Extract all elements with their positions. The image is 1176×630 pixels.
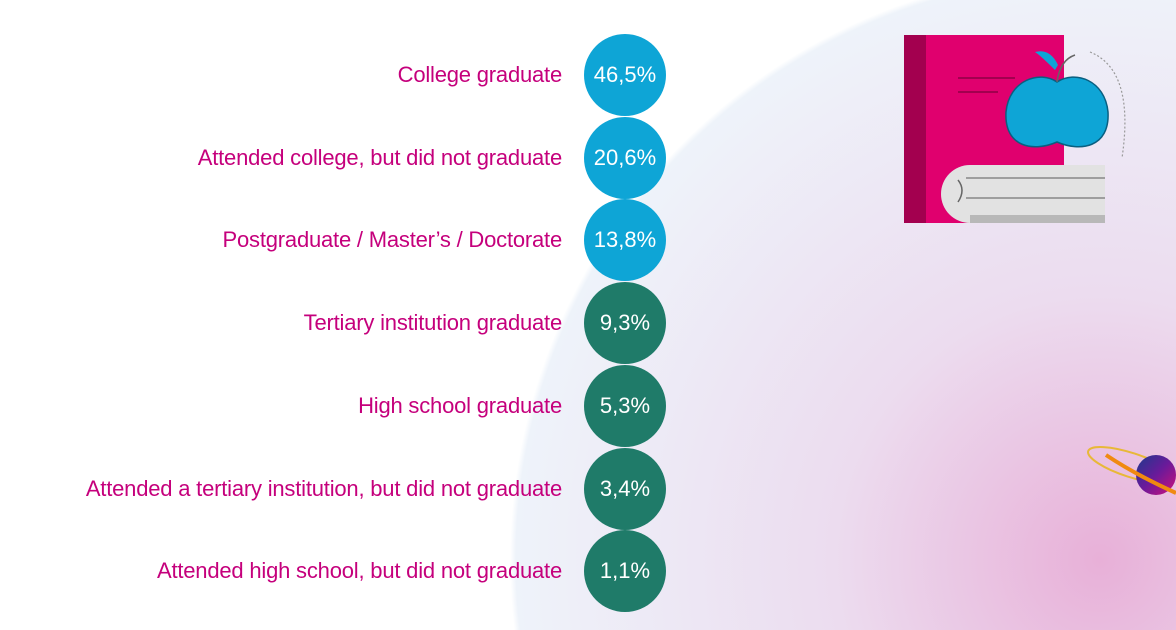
data-row: Attended high school, but did not gradua… (0, 530, 1176, 613)
book-apple-icon (904, 35, 1126, 223)
value-circle: 46,5% (584, 34, 666, 116)
category-label: Tertiary institution graduate (303, 310, 563, 336)
data-row: Tertiary institution graduate 9,3% (0, 282, 1176, 365)
data-row: College graduate 46,5% (0, 34, 1176, 116)
category-label: Attended college, but did not graduate (197, 144, 562, 170)
value-circle: 20,6% (584, 116, 666, 199)
value-circle: 9,3% (584, 282, 666, 365)
value-circle: 13,8% (584, 199, 666, 282)
value-circle: 3,4% (584, 447, 666, 530)
data-row: Attended college, but did not graduate 20… (0, 116, 1176, 199)
data-row: Postgraduate / Master’s / Doctorate 13,8% (0, 199, 1176, 282)
value-circle: 5,3% (584, 364, 666, 447)
data-row: Attended a tertiary institution, but did… (0, 447, 1176, 530)
category-label: Postgraduate / Master’s / Doctorate (222, 227, 563, 253)
category-label: Attended high school, but did not gradua… (156, 558, 562, 584)
value-circle: 1,1% (584, 530, 666, 613)
data-row: High school graduate 5,3% (0, 364, 1176, 447)
category-label: College graduate (397, 62, 563, 87)
category-label: High school graduate (358, 392, 562, 418)
planet-icon (1087, 446, 1176, 495)
category-label: Attended a tertiary institution, but did… (85, 475, 562, 501)
